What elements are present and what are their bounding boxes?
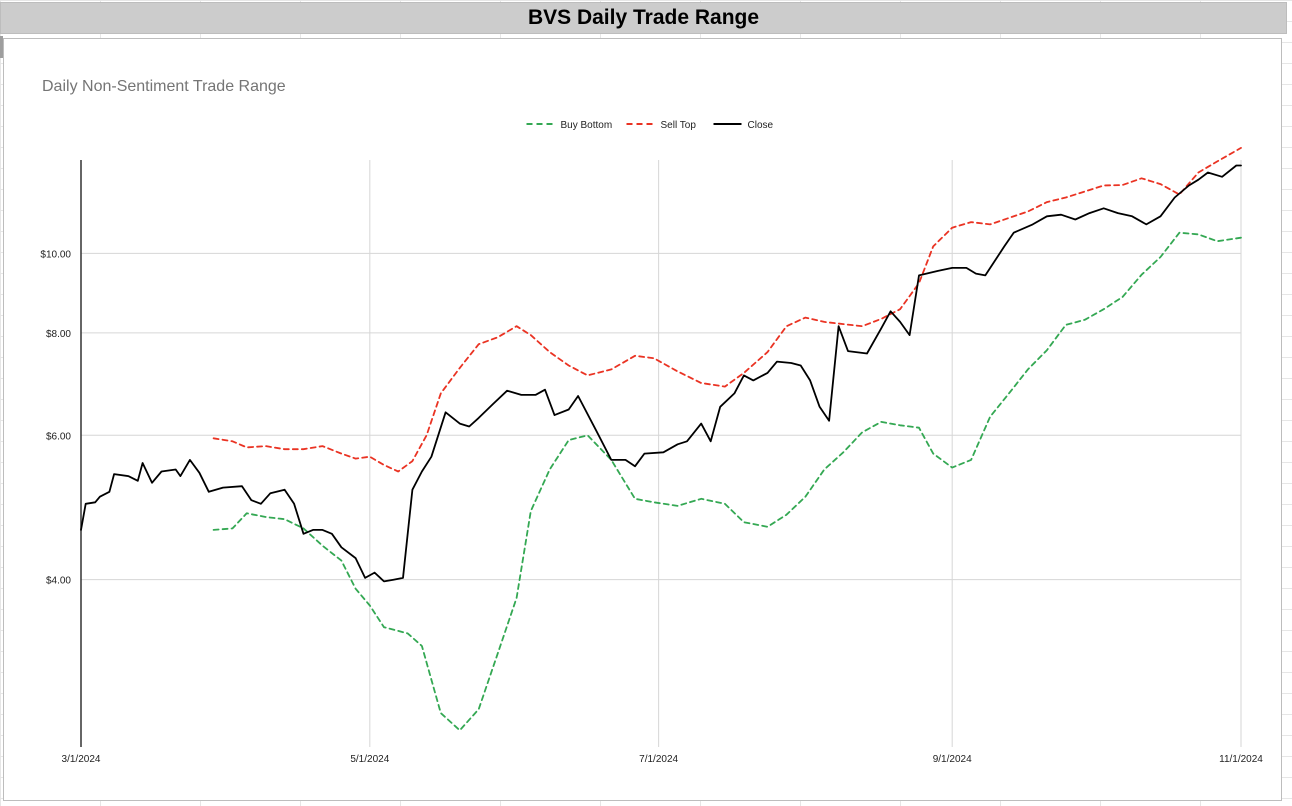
- chart-container[interactable]: [3, 38, 1282, 801]
- legend: Buy Bottom Sell Top Close: [526, 120, 774, 131]
- series-line-sell-top: [212, 146, 1242, 473]
- y-tick-label: $6.00: [46, 431, 71, 442]
- y-tick-label: $8.00: [46, 329, 71, 340]
- x-tick-label: 7/1/2024: [639, 754, 678, 765]
- x-tick-label: 3/1/2024: [62, 754, 101, 765]
- legend-item-sell-top: Sell Top: [626, 120, 697, 131]
- series-lines: [80, 146, 1242, 732]
- selected-cell-marker: [0, 36, 3, 58]
- series-line-close: [80, 164, 1242, 583]
- gridlines: [81, 160, 1242, 747]
- legend-label: Close: [748, 120, 774, 131]
- series-line-buy-bottom: [212, 231, 1242, 732]
- legend-item-buy-bottom: Buy Bottom: [526, 120, 613, 131]
- y-tick-label: $10.00: [40, 249, 71, 260]
- sheet-title: BVS Daily Trade Range: [527, 6, 760, 29]
- x-tick-label: 5/1/2024: [350, 754, 389, 765]
- sheet-title-bar: BVS Daily Trade Range: [0, 2, 1287, 34]
- axes: $4.00 $6.00 $8.00 $10.00 3/1/2024 5/1/2024 7/1…: [40, 160, 1263, 765]
- x-tick-label: 9/1/2024: [933, 754, 972, 765]
- legend-label: Buy Bottom: [561, 120, 613, 131]
- y-tick-label: $4.00: [46, 576, 71, 587]
- chart-title: Daily Non-Sentiment Trade Range: [42, 78, 286, 95]
- legend-label: Sell Top: [661, 120, 697, 131]
- legend-item-close: Close: [713, 120, 774, 131]
- x-tick-label: 11/1/2024: [1219, 754, 1263, 765]
